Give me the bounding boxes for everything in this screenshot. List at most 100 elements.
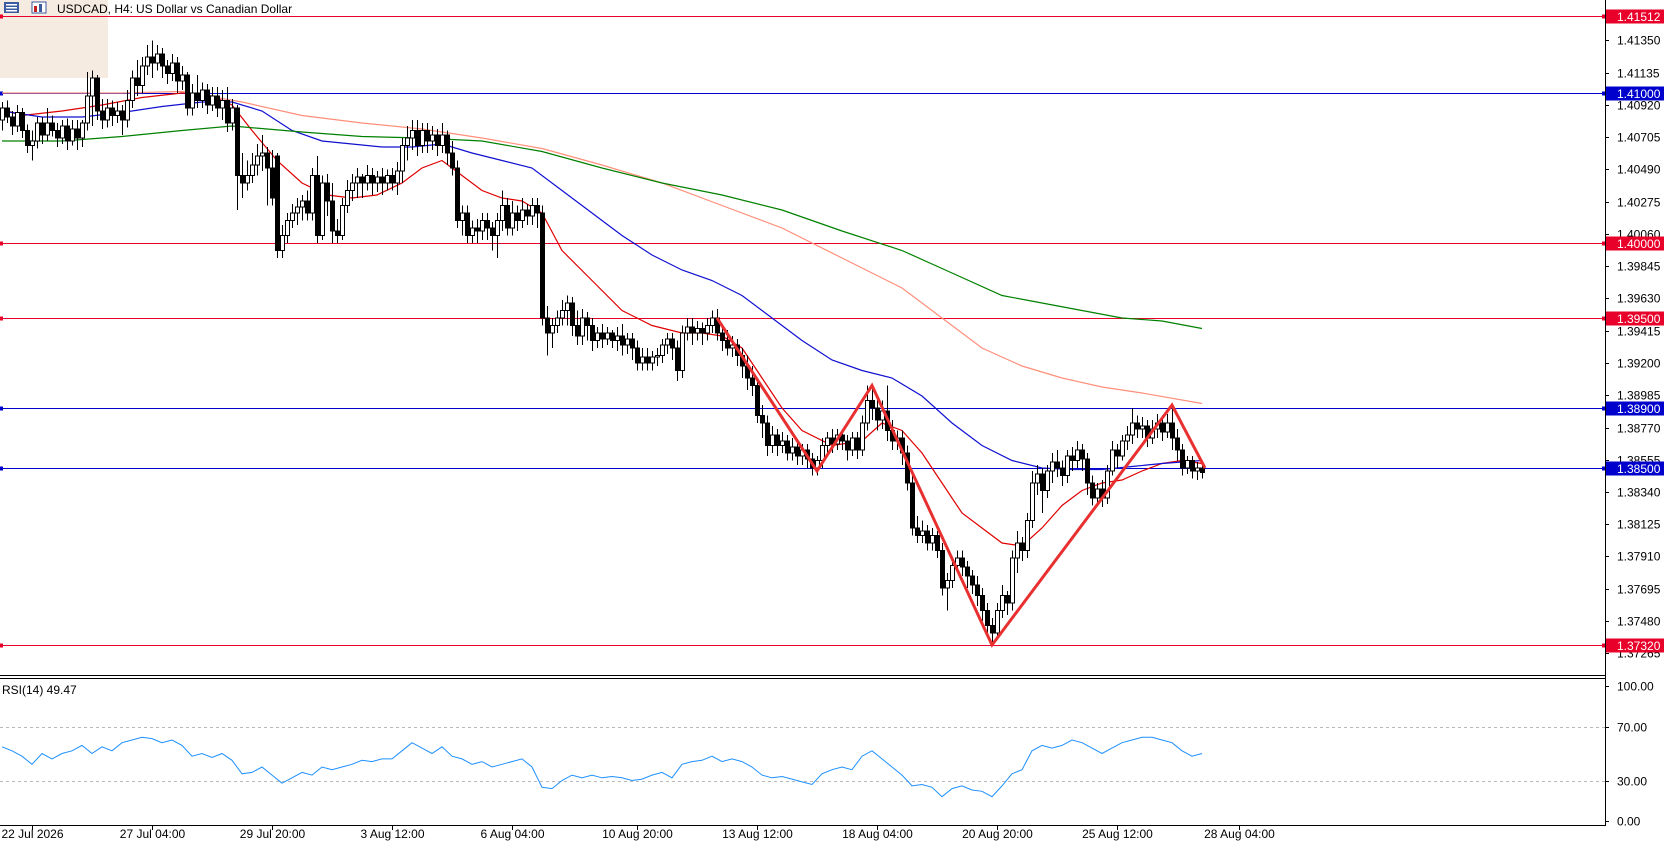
candle — [855, 432, 860, 459]
price-tick-label: 1.40705 — [1617, 131, 1661, 145]
price-tick-label: 1.37480 — [1617, 615, 1661, 629]
candle-body — [285, 220, 290, 236]
candle-body — [670, 338, 675, 349]
moving-average-line — [1, 92, 1203, 547]
candle-body — [560, 310, 565, 319]
candle-body — [1130, 422, 1135, 436]
candle-body — [520, 209, 525, 221]
candle — [1015, 531, 1020, 573]
candle-body — [360, 176, 365, 184]
price-tick-label: 1.37910 — [1617, 550, 1661, 564]
level-tag — [1606, 638, 1664, 653]
candle-body — [330, 200, 335, 232]
candle-body — [405, 137, 410, 146]
candle — [245, 160, 250, 191]
candle — [115, 102, 120, 123]
candle-body — [755, 385, 760, 416]
candle-body — [840, 434, 845, 442]
candle-body — [555, 317, 560, 326]
chart-symbol: USDCAD, H4: — [57, 2, 133, 16]
candle-body — [695, 328, 700, 334]
horizontal-levels — [0, 14, 1606, 648]
candle — [870, 385, 875, 420]
candle-body — [180, 74, 185, 82]
candle-body — [65, 125, 70, 142]
candle — [50, 115, 55, 137]
candle-body — [145, 56, 150, 67]
candle-body — [795, 446, 800, 457]
candle-body — [295, 206, 300, 214]
candle-body — [390, 175, 395, 184]
candle-body — [365, 175, 370, 184]
candle-body — [750, 377, 755, 386]
candle — [305, 190, 310, 221]
candle-body — [175, 62, 180, 82]
candle — [1075, 441, 1080, 468]
candle-body — [370, 175, 375, 184]
candle — [295, 198, 300, 225]
candle-body — [160, 53, 165, 67]
candle-body — [505, 205, 510, 229]
candle-body — [245, 175, 250, 184]
level-tag-label: 1.38500 — [1617, 462, 1661, 476]
candle — [1165, 414, 1170, 438]
candle — [1170, 405, 1175, 450]
candle — [25, 124, 30, 153]
candle-body — [1105, 470, 1110, 499]
candle-body — [1185, 460, 1190, 469]
candle-body — [1030, 482, 1035, 521]
candle-body — [940, 550, 945, 589]
candle-body — [605, 332, 610, 340]
candle — [255, 144, 260, 176]
candle — [315, 156, 320, 243]
candle — [565, 295, 570, 326]
candle — [95, 75, 100, 120]
candle-body — [875, 407, 880, 421]
candle-body — [565, 302, 570, 311]
candle-body — [550, 325, 555, 334]
candle-body — [5, 107, 10, 118]
candle-body — [660, 344, 665, 356]
candle — [60, 120, 65, 144]
candle-body — [95, 77, 100, 112]
level-anchor — [0, 91, 3, 96]
candle — [505, 198, 510, 236]
candle-body — [610, 332, 615, 341]
candle — [675, 340, 680, 381]
price-tick-label: 1.39415 — [1617, 325, 1661, 339]
price-tick-label: 1.39200 — [1617, 357, 1661, 371]
candle — [500, 190, 505, 231]
candle-body — [620, 335, 625, 346]
candle — [980, 588, 985, 621]
candle — [920, 520, 925, 543]
candle-body — [415, 130, 420, 146]
candle — [1185, 456, 1190, 474]
candle — [30, 130, 35, 161]
candle-body — [1110, 449, 1115, 472]
time-tick-label: 20 Aug 20:00 — [962, 827, 1033, 841]
candle-body — [20, 112, 25, 131]
candle — [270, 150, 275, 206]
candle — [65, 118, 70, 150]
candle-body — [315, 175, 320, 236]
candle-body — [115, 110, 120, 116]
candle — [940, 543, 945, 596]
candle-body — [475, 227, 480, 232]
candle-body — [375, 176, 380, 184]
candle — [440, 123, 445, 153]
candle — [365, 165, 370, 191]
candle-body — [775, 434, 780, 446]
candle — [1065, 450, 1070, 483]
candle-body — [645, 356, 650, 364]
candle-body — [760, 415, 765, 424]
candle — [330, 183, 335, 243]
candle-body — [1200, 467, 1205, 473]
price-tick-label: 1.41350 — [1617, 34, 1661, 48]
candle-body — [10, 116, 15, 127]
candle-body — [255, 155, 260, 166]
candle — [665, 333, 670, 354]
candle-body — [690, 326, 695, 334]
pattern-trendline — [715, 317, 1207, 648]
